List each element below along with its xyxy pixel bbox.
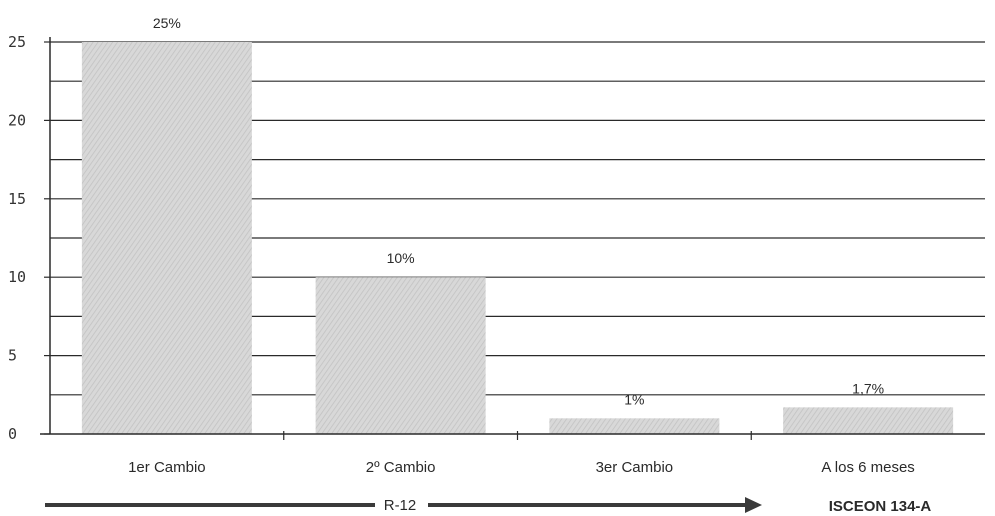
data-label: 1% [624, 391, 644, 407]
axes [40, 37, 985, 440]
y-tick-label: 10 [8, 268, 26, 286]
y-tick-label: 25 [8, 33, 26, 51]
x-tick-label: 3er Cambio [596, 459, 674, 476]
bar [81, 42, 252, 434]
data-label: 25% [153, 15, 181, 31]
bar [549, 418, 720, 434]
y-tick-label: 0 [8, 425, 17, 443]
data-label: 1,7% [852, 380, 884, 396]
r12-label: R-12 [384, 497, 417, 514]
bar [315, 277, 486, 434]
bars [81, 42, 954, 434]
data-label: 10% [387, 250, 415, 266]
x-tick-label: 1er Cambio [128, 459, 206, 476]
bar [783, 407, 954, 434]
x-tick-label: A los 6 meses [821, 459, 914, 476]
y-tick-label: 5 [8, 347, 17, 365]
y-tick-label: 20 [8, 111, 26, 129]
x-tick-label: 2º Cambio [366, 459, 436, 476]
isceon-label: ISCEON 134-A [829, 498, 932, 515]
y-tick-label: 15 [8, 190, 26, 208]
r12-arrow-head [745, 497, 762, 513]
labels: 25% 1er Cambio 10% 2º Cambio 1% 3er Cambio 1,7… [8, 15, 915, 476]
series-annotations: R-12 ISCEON 134-A [45, 497, 931, 515]
